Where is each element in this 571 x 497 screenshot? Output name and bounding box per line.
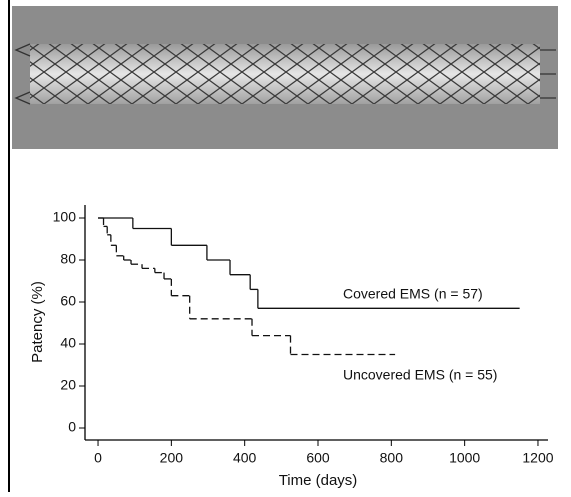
x-tick-label: 600 (306, 450, 330, 466)
stent-photo (12, 6, 558, 149)
x-tick-label: 400 (233, 450, 257, 466)
x-tick-label: 200 (160, 450, 184, 466)
y-axis-title: Patency (%) (29, 281, 46, 363)
y-tick-label: 40 (60, 335, 76, 351)
x-tick-label: 800 (380, 450, 404, 466)
series-label: Covered EMS (n = 57) (343, 286, 483, 302)
y-tick-label: 100 (53, 209, 77, 225)
y-tick-label: 20 (60, 377, 76, 393)
x-tick-label: 1000 (449, 450, 480, 466)
x-tick-label: 0 (94, 450, 102, 466)
y-tick-label: 80 (60, 251, 76, 267)
y-tick-label: 60 (60, 293, 76, 309)
series-label: Uncovered EMS (n = 55) (343, 367, 497, 383)
y-tick-label: 0 (68, 419, 76, 435)
x-axis-title: Time (days) (279, 472, 358, 489)
x-tick-label: 1200 (522, 450, 553, 466)
